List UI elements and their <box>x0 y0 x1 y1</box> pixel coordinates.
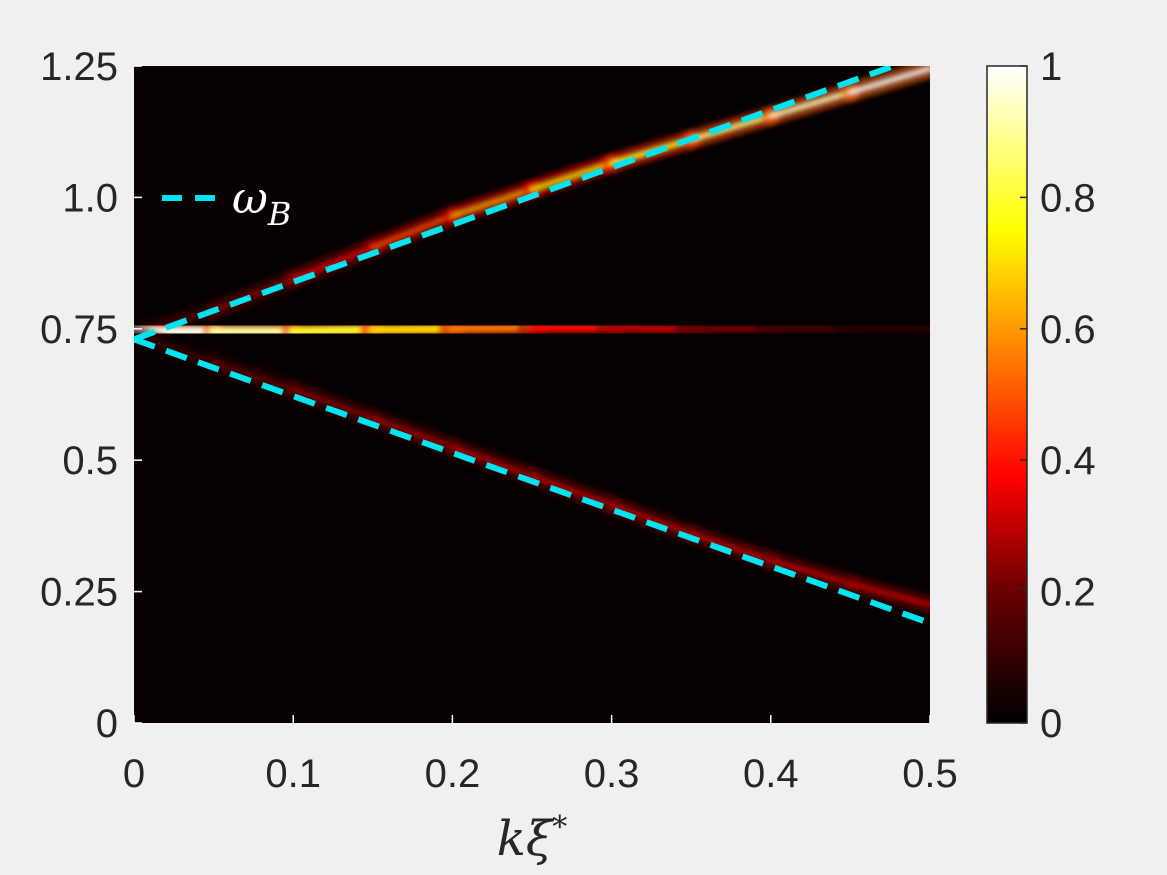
colorbar-tick-label: 1 <box>1040 45 1062 89</box>
colorbar-tick-label: 0.4 <box>1040 439 1096 483</box>
band-core <box>211 360 296 392</box>
y-axis-ticks: 0 0.25 0.5 0.75 1.0 1.25 <box>40 45 142 746</box>
y-tick-label: 1.0 <box>62 176 118 220</box>
y-tick-label: 0.25 <box>40 571 118 615</box>
band-core <box>291 387 375 421</box>
y-tick-label: 0.5 <box>62 439 118 483</box>
band-core <box>530 161 614 192</box>
y-tick-label: 0.75 <box>40 308 118 352</box>
x-tick-label: 0 <box>123 752 145 796</box>
x-tick-label: 0.2 <box>425 752 481 796</box>
x-tick-label: 0.4 <box>743 752 799 796</box>
band-core <box>530 473 614 507</box>
x-axis-label: kξ* <box>497 810 568 867</box>
band-core <box>689 531 773 563</box>
band-core <box>134 332 216 365</box>
band-core <box>450 445 534 478</box>
colorbar-ticks: 0 0.2 0.4 0.6 0.8 1 <box>1020 45 1096 746</box>
colorbar: 0 0.2 0.4 0.6 0.8 1 <box>986 45 1096 746</box>
legend-label-subscript: B <box>267 195 292 233</box>
x-axis-ticks: 0 0.1 0.2 0.3 0.4 0.5 <box>123 715 958 796</box>
colorbar-gradient <box>986 65 1028 724</box>
band-core <box>289 325 377 336</box>
x-tick-label: 0.5 <box>902 752 958 796</box>
band-middle <box>134 310 930 347</box>
band-core <box>370 213 455 250</box>
colorbar-tick-label: 0.6 <box>1040 308 1096 352</box>
colorbar-tick-label: 0.8 <box>1040 176 1096 220</box>
omega-b-line-upper <box>134 66 903 343</box>
band-core <box>450 187 534 218</box>
y-tick-label: 1.25 <box>40 45 118 89</box>
omega-b-line-lower <box>134 336 930 626</box>
colorbar-tick-label: 0 <box>1040 702 1062 746</box>
band-core <box>848 581 930 607</box>
x-axis-label-superscript: * <box>552 810 567 845</box>
band-core <box>848 66 930 95</box>
band-core <box>768 90 853 118</box>
x-tick-label: 0.1 <box>265 752 321 796</box>
band-core <box>370 416 455 450</box>
y-tick-label: 0 <box>96 702 118 746</box>
band-core <box>291 245 375 281</box>
x-tick-label: 0.3 <box>584 752 640 796</box>
band-core <box>689 113 773 142</box>
colorbar-tick-label: 0.2 <box>1040 571 1096 615</box>
band-core <box>768 558 853 586</box>
band-core <box>609 502 694 536</box>
omega-b-lines <box>134 66 930 626</box>
plot-area <box>134 66 930 723</box>
band-lower <box>134 324 930 615</box>
